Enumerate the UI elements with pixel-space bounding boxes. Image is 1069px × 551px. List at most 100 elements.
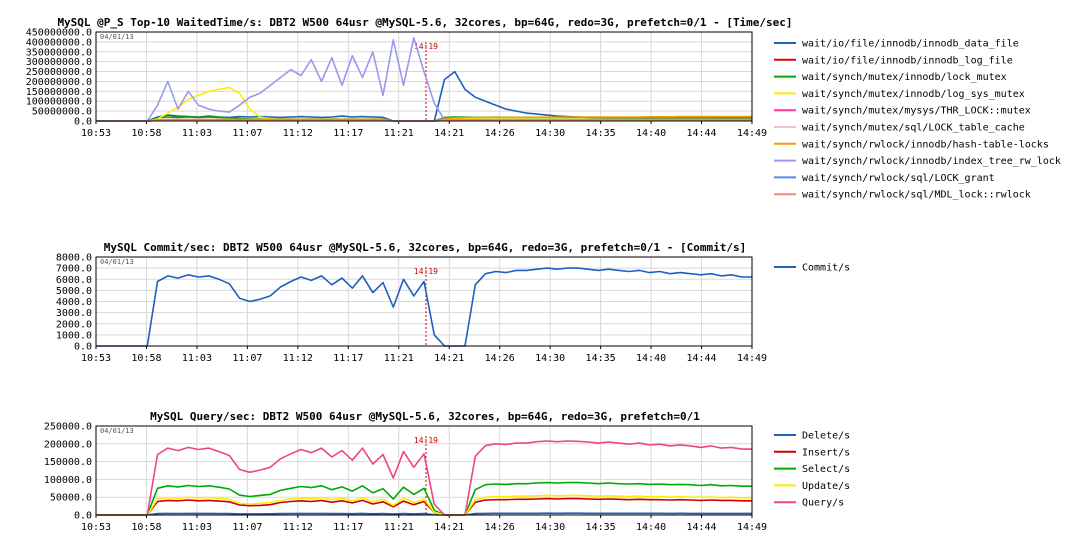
x-tick-label: 11:17 [333,353,363,364]
x-tick-label: 14:49 [737,128,767,139]
y-tick-label: 250000000.0 [26,67,92,78]
x-tick-label: 14:49 [737,522,767,533]
chart-1: MySQL @P_S Top-10 WaitedTime/s: DBT2 W50… [26,16,1061,201]
legend-label: wait/synch/mutex/mysys/THR_LOCK::mutex [802,106,1031,117]
y-tick-label: 250000.0 [44,422,92,433]
date-label: 04/01/13 [100,258,134,266]
x-tick-label: 10:53 [81,128,111,139]
series-line-2 [96,497,752,516]
x-tick-label: 14:26 [485,128,515,139]
legend-label: wait/synch/mutex/sql/LOCK_table_cache [802,123,1025,134]
x-tick-label: 10:58 [131,353,161,364]
x-tick-label: 11:17 [333,522,363,533]
gap-marker-label: 14:19 [414,436,438,445]
y-tick-label: 100000000.0 [26,97,92,108]
legend-label: Commit/s [802,263,850,274]
x-tick-label: 14:44 [686,128,716,139]
legend: Commit/s [774,263,850,274]
series-line-5 [96,440,752,516]
x-tick-label: 10:58 [131,128,161,139]
x-tick-label: 11:12 [283,128,313,139]
legend-label: wait/synch/mutex/innodb/log_sys_mutex [802,89,1025,100]
x-tick-label: 14:21 [434,522,464,533]
x-tick-label: 14:35 [586,353,616,364]
legend: wait/io/file/innodb/innodb_data_filewait… [774,39,1061,201]
legend-label: Delete/s [802,431,850,442]
date-label: 04/01/13 [100,427,134,435]
x-tick-label: 10:58 [131,522,161,533]
series-line-1 [96,267,752,347]
y-tick-label: 50000.0 [50,493,92,504]
gap-marker-label: 14:19 [414,42,438,51]
y-tick-label: 100000.0 [44,475,92,486]
plot-frame [95,31,753,122]
y-tick-label: 350000000.0 [26,47,92,58]
plot-frame [95,425,753,516]
y-tick-label: 2000.0 [56,319,92,330]
y-tick-label: 0.0 [74,117,92,128]
y-tick-label: 0.0 [74,511,92,522]
x-tick-label: 11:03 [182,128,212,139]
series-line-3 [96,481,752,516]
y-tick-label: 0.0 [74,342,92,353]
y-tick-label: 1000.0 [56,330,92,341]
x-tick-label: 10:53 [81,353,111,364]
y-tick-label: 3000.0 [56,308,92,319]
x-tick-label: 14:40 [636,522,666,533]
y-tick-label: 300000000.0 [26,57,92,68]
x-tick-label: 11:12 [283,522,313,533]
x-tick-label: 14:30 [535,353,565,364]
y-tick-label: 400000000.0 [26,37,92,48]
x-tick-label: 10:53 [81,522,111,533]
y-tick-label: 5000.0 [56,286,92,297]
legend-label: Insert/s [802,447,850,458]
y-tick-label: 200000.0 [44,439,92,450]
legend-label: Select/s [802,464,850,475]
x-tick-label: 14:30 [535,522,565,533]
x-tick-label: 14:44 [686,353,716,364]
x-tick-label: 14:44 [686,522,716,533]
series-line-4 [96,86,752,122]
y-tick-label: 150000000.0 [26,87,92,98]
date-label: 04/01/13 [100,33,134,41]
x-tick-label: 11:07 [232,128,262,139]
plot-frame [95,256,753,347]
x-tick-label: 14:35 [586,128,616,139]
legend-label: wait/io/file/innodb/innodb_data_file [802,39,1019,50]
chart-2: MySQL Commit/sec: DBT2 W500 64usr @MySQL… [56,241,850,364]
x-tick-label: 14:26 [485,522,515,533]
x-tick-label: 11:21 [384,128,414,139]
y-tick-label: 4000.0 [56,297,92,308]
series-line-1 [96,512,752,516]
series-line-4 [96,494,752,516]
legend-label: wait/synch/rwlock/innodb/index_tree_rw_l… [802,156,1061,167]
y-tick-label: 50000000.0 [32,107,92,118]
legend-label: wait/io/file/innodb/innodb_log_file [802,55,1013,66]
y-tick-label: 450000000.0 [26,28,92,39]
x-tick-label: 11:07 [232,522,262,533]
gap-marker-label: 14:19 [414,267,438,276]
x-tick-label: 14:35 [586,522,616,533]
legend-label: Query/s [802,498,844,509]
x-tick-label: 14:30 [535,128,565,139]
y-tick-label: 8000.0 [56,253,92,264]
x-tick-label: 11:12 [283,353,313,364]
y-tick-label: 6000.0 [56,275,92,286]
x-tick-label: 11:21 [384,522,414,533]
legend-label: Update/s [802,481,850,492]
y-tick-label: 7000.0 [56,264,92,275]
x-tick-label: 11:07 [232,353,262,364]
x-tick-label: 11:03 [182,522,212,533]
x-tick-label: 11:03 [182,353,212,364]
x-tick-label: 14:40 [636,353,666,364]
chart-title: MySQL Query/sec: DBT2 W500 64usr @MySQL-… [150,410,700,423]
legend-label: wait/synch/rwlock/sql/LOCK_grant [802,173,995,184]
legend: Delete/s Insert/s Select/s Update/s Query/s [774,431,850,509]
chart-title: MySQL Commit/sec: DBT2 W500 64usr @MySQL… [104,241,746,254]
x-tick-label: 11:21 [384,353,414,364]
legend-label: wait/synch/rwlock/sql/MDL_lock::rwlock [802,190,1031,201]
x-tick-label: 14:40 [636,128,666,139]
y-tick-label: 150000.0 [44,457,92,468]
chart-3: MySQL Query/sec: DBT2 W500 64usr @MySQL-… [44,410,850,533]
